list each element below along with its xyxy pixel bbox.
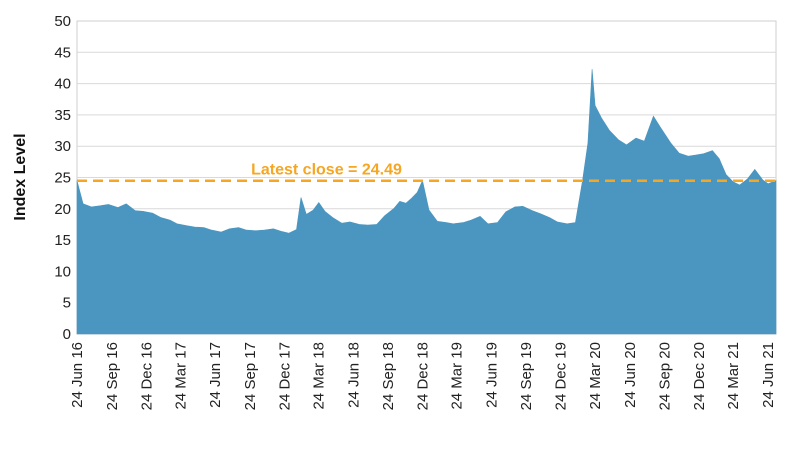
x-tick-label: 24 Sep 16 [104,342,121,410]
y-tick-label: 40 [54,76,71,93]
x-tick-label: 24 Mar 21 [725,342,742,410]
y-tick-label: 20 [54,201,71,218]
x-tick-label: 24 Dec 20 [691,342,708,410]
x-tick-label: 24 Jun 16 [69,342,86,408]
x-tick-label: 24 Mar 18 [311,342,328,410]
x-tick-label: 24 Sep 17 [242,342,259,410]
annotation-layer: Latest close = 24.49 [77,162,776,182]
x-tick-labels: 24 Jun 16 24 Sep 16 24 Dec 16 24 Mar 17 24 J… [69,342,777,410]
y-tick-label: 5 [63,295,71,312]
x-tick-label: 24 Jun 19 [483,342,500,408]
x-tick-label: 24 Dec 17 [276,342,293,410]
x-tick-label: 24 Jun 21 [760,342,777,408]
y-tick-label: 25 [54,170,71,187]
series-area [76,69,777,335]
y-tick-label: 15 [54,232,71,249]
x-tick-label: 24 Mar 17 [172,342,189,410]
x-tick-label: 24 Jun 17 [207,342,224,408]
y-tick-label: 35 [54,107,71,124]
x-tick-label: 24 Jun 18 [345,342,362,408]
x-tick-label: 24 Dec 16 [138,342,155,410]
x-tick-label: 24 Dec 18 [415,342,432,410]
y-tick-label: 45 [54,44,71,61]
area-series-layer [76,69,777,335]
y-tick-labels: 0 5 10 15 20 25 30 35 40 45 50 [54,13,71,343]
x-tick-label: 24 Sep 19 [518,342,535,410]
x-tick-label: 24 Dec 19 [553,342,570,410]
y-tick-label: 30 [54,138,71,155]
y-tick-label: 50 [54,13,71,30]
y-tick-label: 10 [54,263,71,280]
x-tick-label: 24 Sep 18 [380,342,397,410]
y-axis-title: Index Level [12,133,29,220]
x-tick-label: 24 Mar 20 [587,342,604,410]
y-tick-label: 0 [63,326,71,343]
latest-close-label: Latest close = 24.49 [251,162,402,179]
x-tick-label: 24 Jun 20 [622,342,639,408]
x-tick-label: 24 Mar 19 [449,342,466,410]
x-tick-label: 24 Sep 20 [657,342,674,410]
